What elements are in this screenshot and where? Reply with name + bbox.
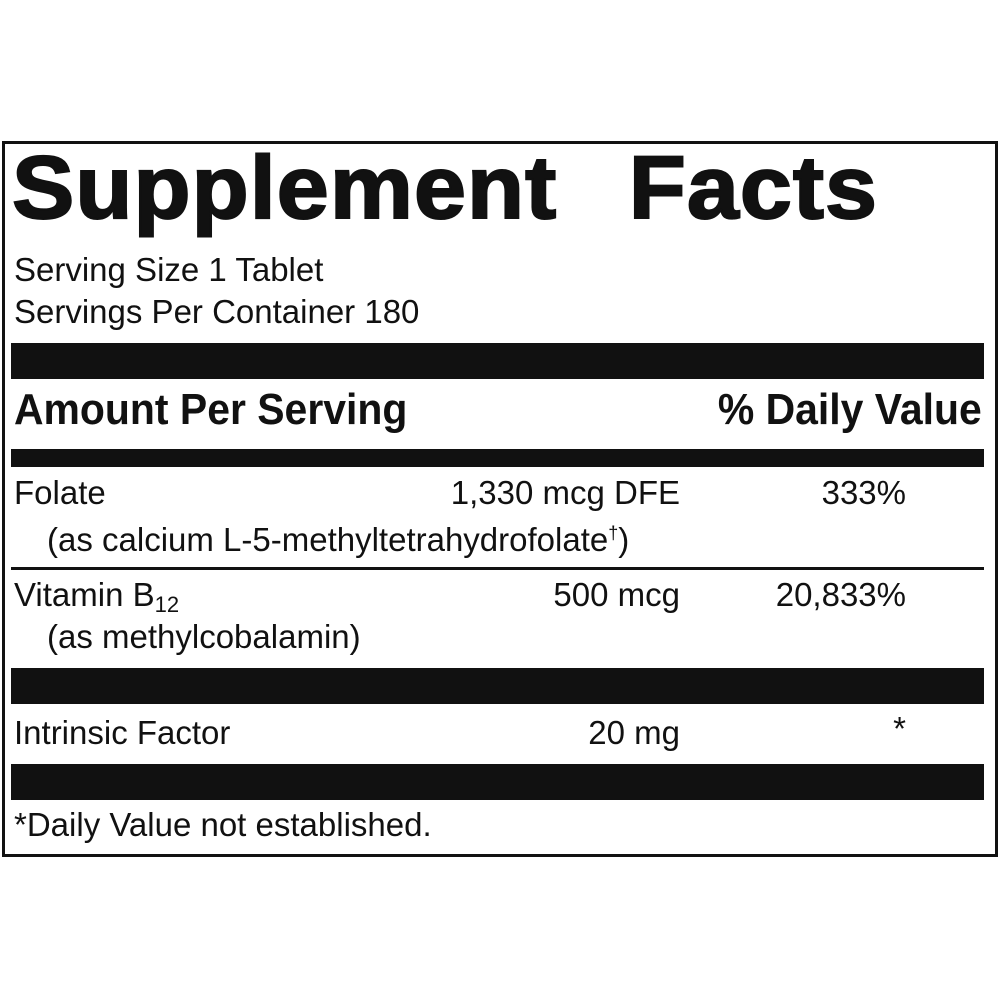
vitamin-subscript: 12	[154, 592, 180, 617]
serving-size: Serving Size 1 Tablet	[14, 251, 324, 288]
thick-divider	[11, 764, 984, 800]
dagger-footnote-mark: †	[608, 523, 619, 543]
vitamin-b-text: Vitamin B	[14, 576, 155, 613]
nutrient-name-vitamin-b12: Vitamin B12	[14, 578, 179, 616]
nutrient-dv-folate: 333%	[821, 474, 906, 511]
thick-divider	[11, 668, 984, 704]
nutrient-dv-vitamin-b12: 20,833%	[775, 576, 906, 613]
nutrient-amount-intrinsic-factor: 20 mg	[588, 714, 680, 751]
panel-title: Supplement Facts	[11, 142, 878, 233]
medium-divider	[11, 449, 984, 467]
folate-source-text: (as calcium L-5-methyltetrahydrofolate	[47, 521, 609, 558]
footnote: *Daily Value not established.	[14, 806, 432, 843]
servings-per-container: Servings Per Container 180	[14, 293, 420, 330]
amount-per-serving-header: Amount Per Serving	[14, 385, 408, 434]
thin-divider	[11, 567, 984, 570]
daily-value-header: % Daily Value	[718, 385, 982, 434]
title-word-supplement: Supplement	[11, 137, 558, 237]
nutrient-detail-folate: (as calcium L-5-methyltetrahydrofolate†)	[47, 523, 629, 556]
nutrient-amount-vitamin-b12: 500 mcg	[553, 576, 680, 613]
thick-divider	[11, 343, 984, 379]
nutrient-name-folate: Folate	[14, 474, 106, 511]
folate-source-close: )	[618, 521, 630, 558]
nutrient-name-intrinsic-factor: Intrinsic Factor	[14, 714, 231, 751]
supplement-facts-panel	[2, 141, 998, 857]
nutrient-dv-intrinsic-factor: *	[893, 710, 906, 747]
title-word-facts: Facts	[628, 137, 879, 237]
nutrient-detail-vitamin-b12: (as methylcobalamin)	[47, 618, 361, 655]
nutrient-amount-folate: 1,330 mcg DFE	[450, 474, 680, 511]
